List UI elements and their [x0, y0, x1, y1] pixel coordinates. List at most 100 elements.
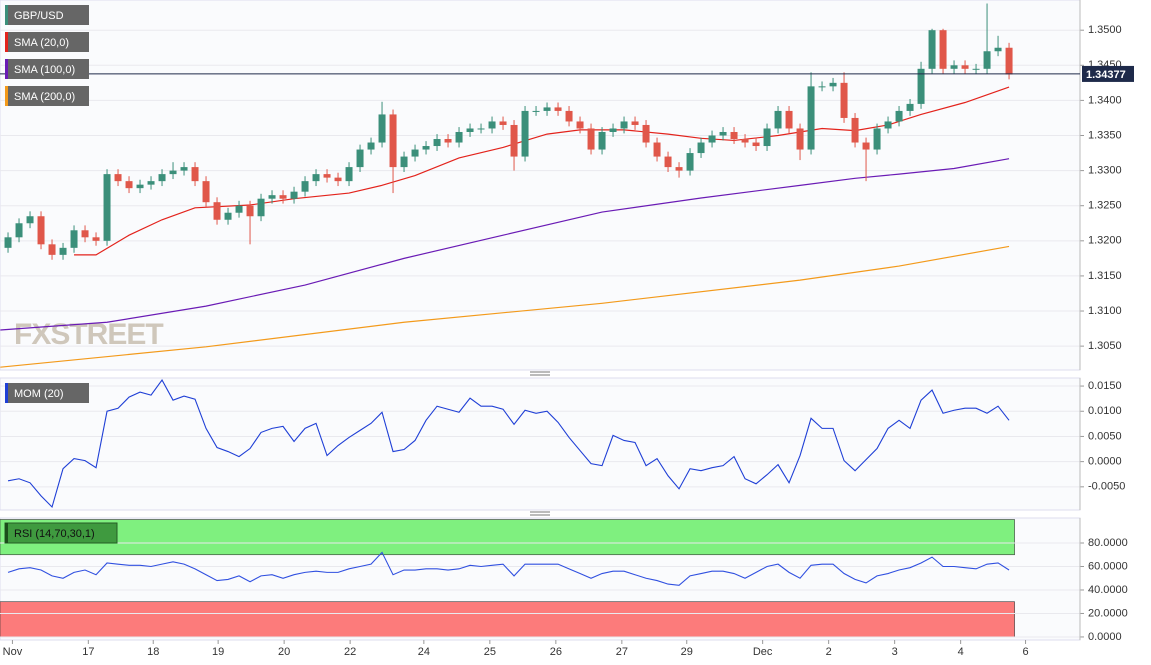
candle-body [543, 107, 551, 111]
candle-body [675, 167, 683, 171]
legend-swatch [5, 523, 8, 543]
candle-body [92, 237, 100, 241]
candle-body [301, 181, 309, 192]
candle-body [840, 82, 848, 118]
candle-body [422, 146, 430, 150]
legend-item: SMA (200,0) [5, 86, 89, 106]
y-tick-label: 0.0100 [1088, 405, 1122, 417]
candle-body [631, 121, 639, 125]
candle-body [895, 110, 903, 122]
candle-body [950, 65, 958, 69]
y-tick-label: 80.0000 [1088, 537, 1128, 549]
y-tick-label: 0.0000 [1088, 631, 1122, 643]
rsi-zone [0, 601, 1015, 638]
candle-body [565, 110, 573, 122]
candle-body [4, 237, 12, 248]
candle-body [862, 142, 870, 150]
candle-body [466, 128, 474, 132]
candle-body [125, 181, 133, 189]
x-tick-label: 27 [616, 646, 628, 658]
candle-body [257, 198, 265, 217]
candle-body [81, 230, 89, 238]
candle-body [378, 114, 386, 143]
legend-swatch [5, 59, 8, 79]
y-tick-label: 0.0150 [1088, 380, 1122, 392]
candle-body [752, 142, 760, 147]
candle-body [928, 30, 936, 69]
candle-body [37, 216, 45, 245]
candle-body [972, 68, 980, 70]
candle-body [26, 216, 34, 224]
candle-body [686, 153, 694, 171]
candle-body [158, 174, 166, 182]
legend-box [5, 5, 89, 25]
candle-body [939, 30, 947, 69]
y-tick-label: 1.3500 [1088, 24, 1122, 36]
sma-line [0, 245, 1010, 368]
x-tick-label: 2 [826, 646, 832, 658]
candle-body [884, 121, 892, 129]
legend-label: SMA (200,0) [14, 91, 75, 103]
x-tick-label: 3 [892, 646, 898, 658]
x-tick-label: 4 [958, 646, 964, 658]
candle-body [697, 142, 705, 154]
last-price-label: 1.34377 [1086, 69, 1126, 81]
candle-body [488, 121, 496, 129]
candle-body [323, 174, 331, 178]
y-tick-label: 1.3200 [1088, 235, 1122, 247]
legend-swatch [5, 5, 8, 25]
y-tick-label: 1.3050 [1088, 340, 1122, 352]
candle-body [59, 247, 67, 255]
candle-body [191, 167, 199, 182]
candle-body [213, 202, 221, 220]
candle-body [180, 167, 188, 171]
legend-box [5, 383, 89, 403]
candle-body [763, 128, 771, 147]
x-tick-label: 19 [212, 646, 224, 658]
y-tick-label: 1.3300 [1088, 165, 1122, 177]
x-tick-label: Dec [753, 646, 773, 658]
legend-swatch [5, 32, 8, 52]
y-tick-label: 1.3250 [1088, 200, 1122, 212]
candle-body [510, 124, 518, 157]
candle-body [785, 110, 793, 129]
candle-body [455, 131, 463, 143]
candle-body [719, 131, 727, 136]
x-tick-label: 25 [484, 646, 496, 658]
legend-box [5, 59, 89, 79]
rsi-zone [0, 519, 1015, 556]
candle-body [70, 230, 78, 248]
y-tick-label: 1.3150 [1088, 270, 1122, 282]
candle-body [664, 156, 672, 168]
legend-item: SMA (100,0) [5, 59, 89, 79]
candle-body [587, 128, 595, 150]
x-tick-label: 26 [550, 646, 562, 658]
candle-body [774, 110, 782, 129]
candle-body [290, 191, 298, 199]
candle-body [433, 139, 441, 147]
candle-body [334, 177, 342, 182]
candle-body [411, 149, 419, 157]
y-tick-label: 20.0000 [1088, 607, 1128, 619]
candle-body [620, 121, 628, 129]
x-tick-label: 29 [681, 646, 693, 658]
candle-body [818, 86, 826, 88]
candle-body [367, 142, 375, 150]
x-tick-label: 20 [278, 646, 290, 658]
candle-body [345, 167, 353, 182]
candle-body [851, 117, 859, 143]
candle-body [873, 128, 881, 150]
candle-body [642, 124, 650, 143]
candle-body [235, 205, 243, 213]
candle-body [521, 110, 529, 157]
legend-item: MOM (20) [5, 383, 89, 403]
candle-body [532, 110, 540, 112]
y-tick-label: 60.0000 [1088, 560, 1128, 572]
legend-label: MOM (20) [14, 388, 64, 400]
legend-label: SMA (20,0) [14, 37, 69, 49]
candle-body [796, 128, 804, 150]
candle-body [312, 174, 320, 182]
x-tick-label: 17 [82, 646, 94, 658]
resize-handle[interactable] [530, 371, 550, 516]
